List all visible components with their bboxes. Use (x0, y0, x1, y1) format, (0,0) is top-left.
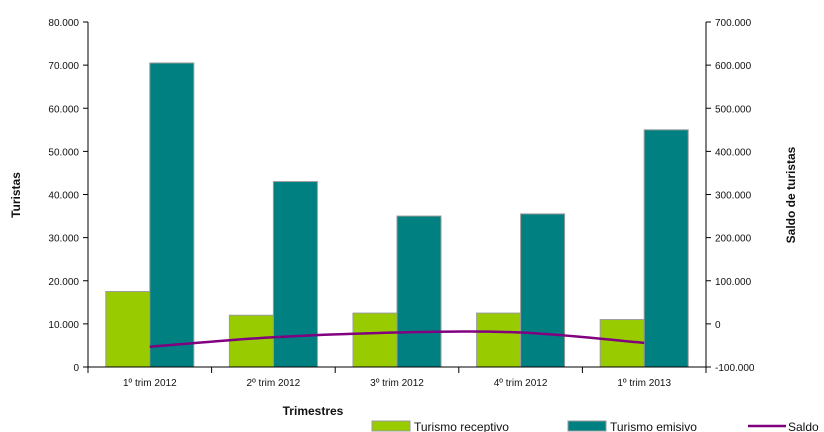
y-tick-label: 30.000 (48, 234, 79, 245)
y-tick-label: 10.000 (48, 320, 79, 331)
bar-turismo-emisivo (396, 215, 442, 368)
y-tick-label: 0 (73, 363, 79, 374)
y2-tick-label: 100.000 (715, 277, 752, 288)
y-tick-label: 70.000 (48, 61, 79, 72)
y2-axis-title: Saldo de turistas (784, 146, 798, 243)
legend-swatch (371, 420, 411, 432)
legend-swatch (567, 420, 607, 432)
x-tick-label: 4º trim 2012 (494, 378, 548, 389)
bar-turismo-emisivo (149, 62, 195, 368)
y-tick-label: 50.000 (48, 147, 79, 158)
bar-turismo-receptivo (228, 314, 274, 368)
bar-turismo-receptivo (105, 291, 151, 368)
y2-tick-label: 600.000 (715, 61, 752, 72)
x-tick-label: 1º trim 2012 (123, 378, 177, 389)
bar-series (105, 62, 689, 368)
x-tick-label: 1º trim 2013 (617, 378, 671, 389)
right-axis-ticks: -100.000 0 100.000 200.000 300.000 400.000 500… (706, 18, 755, 374)
x-tick-label: 2º trim 2012 (247, 378, 301, 389)
y2-tick-label: 0 (715, 320, 721, 331)
y-tick-label: 20.000 (48, 277, 79, 288)
y-axis-title: Turistas (9, 172, 23, 218)
x-axis-title: Trimestres (283, 404, 344, 418)
legend-label: Saldo (788, 420, 819, 432)
y2-tick-label: 700.000 (715, 18, 752, 29)
y-tick-label: 60.000 (48, 104, 79, 115)
y-tick-label: 40.000 (48, 191, 79, 202)
legend-label: Turismo receptivo (414, 420, 509, 432)
bar-turismo-receptivo (352, 312, 398, 368)
line-saldo (149, 330, 645, 348)
bar-turismo-emisivo (520, 213, 566, 368)
bar-turismo-emisivo (643, 129, 689, 368)
y2-tick-label: -100.000 (715, 363, 755, 374)
bar-turismo-receptivo (476, 312, 522, 368)
y-tick-label: 80.000 (48, 18, 79, 29)
legend: Turismo receptivo Turismo emisivo Saldo (371, 420, 819, 432)
y2-tick-label: 500.000 (715, 104, 752, 115)
y2-tick-label: 300.000 (715, 191, 752, 202)
y2-tick-label: 400.000 (715, 147, 752, 158)
saldo-line-layer (149, 330, 645, 348)
bar-turismo-emisivo (272, 181, 318, 368)
legend-label: Turismo emisivo (610, 420, 697, 432)
x-axis-ticks: 1º trim 2012 2º trim 2012 3º trim 2012 4º t… (87, 367, 707, 389)
left-axis-ticks: 0 10.000 20.000 30.000 40.000 50.000 60.000 70.… (48, 18, 88, 374)
y2-tick-label: 200.000 (715, 234, 752, 245)
x-tick-label: 3º trim 2012 (370, 378, 424, 389)
